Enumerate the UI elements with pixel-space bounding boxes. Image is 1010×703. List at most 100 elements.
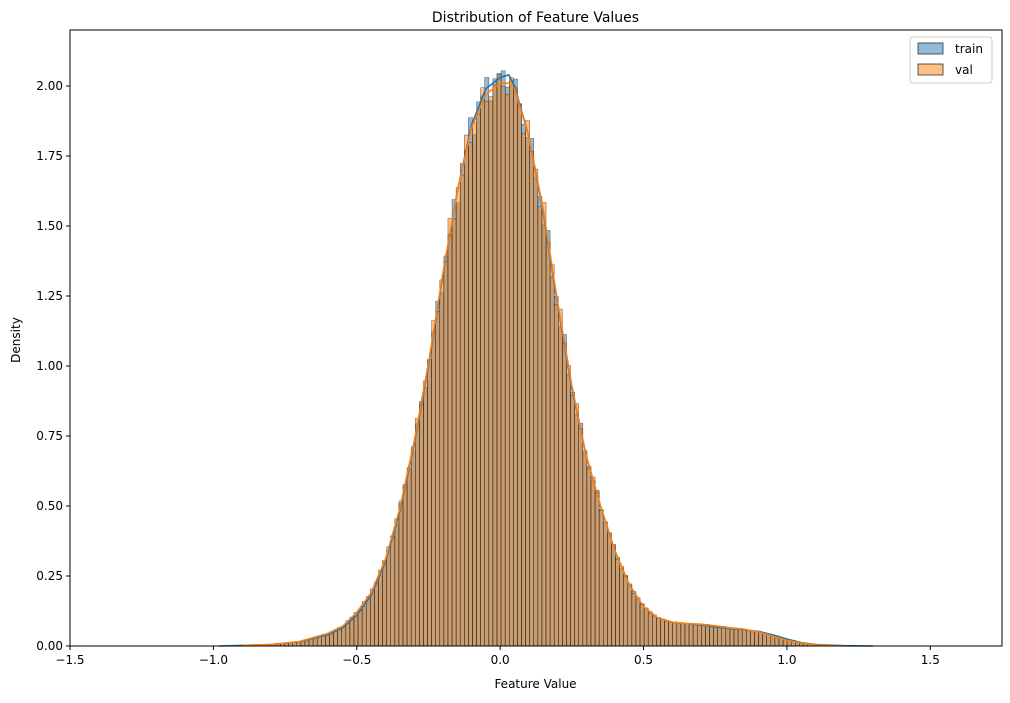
legend-label-val: val: [955, 63, 973, 77]
hist-bar-val: [754, 631, 758, 646]
hist-bar-val: [432, 321, 436, 646]
hist-bar-val: [660, 619, 664, 646]
hist-bar-val: [522, 133, 526, 646]
x-tick-label: 1.0: [777, 653, 796, 667]
hist-bar-val: [648, 613, 652, 646]
legend-swatch-val: [918, 64, 943, 75]
y-tick-label: 0.75: [36, 429, 63, 443]
hist-bar-val: [505, 94, 509, 646]
hist-bar-val: [665, 621, 669, 646]
hist-bar-val: [673, 622, 677, 646]
y-tick-label: 1.25: [36, 289, 63, 303]
hist-bar-val: [497, 75, 501, 646]
hist-bar-val: [656, 618, 660, 646]
hist-bar-val: [452, 219, 456, 646]
hist-bar-val: [374, 582, 378, 646]
hist-bar-val: [477, 114, 481, 646]
hist-bar-val: [611, 545, 615, 646]
hist-bar-val: [697, 624, 701, 646]
hist-bar-val: [620, 566, 624, 646]
hist-bar-val: [370, 589, 374, 646]
hist-bar-val: [677, 623, 681, 646]
y-axis-label: Density: [9, 317, 23, 363]
hist-bar-val: [517, 105, 521, 646]
hist-bar-val: [554, 304, 558, 646]
hist-bar-val: [693, 624, 697, 646]
hist-bar-val: [468, 143, 472, 646]
hist-bar-val: [378, 570, 382, 646]
hist-bar-val: [689, 623, 693, 646]
hist-bar-val: [669, 622, 673, 646]
hist-bar-val: [603, 522, 607, 646]
hist-bar-val: [566, 366, 570, 647]
hist-bar-val: [383, 560, 387, 646]
hist-bar-val: [391, 536, 395, 646]
hist-bar-val: [456, 188, 460, 646]
series-val-bars: [244, 75, 841, 646]
hist-bar-val: [595, 492, 599, 646]
legend: train val: [910, 37, 992, 83]
hist-bar-val: [444, 261, 448, 646]
hist-bar-val: [493, 85, 497, 646]
hist-bar-val: [726, 628, 730, 646]
hist-bar-val: [759, 633, 763, 646]
hist-bar-val: [750, 631, 754, 646]
hist-bar-val: [632, 593, 636, 646]
hist-bar-val: [530, 151, 534, 646]
hist-bar-val: [464, 135, 468, 646]
hist-bar-val: [407, 467, 411, 646]
hist-bar-val: [607, 533, 611, 646]
hist-bar-val: [509, 78, 513, 646]
hist-bar-val: [534, 169, 538, 646]
hist-bar-val: [746, 630, 750, 646]
hist-bar-val: [460, 175, 464, 646]
hist-bar-val: [710, 626, 714, 646]
y-tick-label: 2.00: [36, 79, 63, 93]
x-tick-label: 1.5: [921, 653, 940, 667]
hist-bar-val: [685, 624, 689, 646]
hist-bar-val: [538, 207, 542, 646]
y-tick-label: 0.00: [36, 639, 63, 653]
hist-bar-val: [423, 381, 427, 646]
hist-bar-val: [636, 598, 640, 646]
hist-bar-val: [411, 447, 415, 646]
hist-bar-val: [742, 630, 746, 646]
y-tick-label: 1.75: [36, 149, 63, 163]
hist-bar-val: [550, 265, 554, 646]
y-tick-label: 0.25: [36, 569, 63, 583]
hist-bar-val: [652, 615, 656, 646]
hist-bar-val: [562, 343, 566, 646]
hist-bar-val: [387, 547, 391, 646]
hist-bar-val: [481, 88, 485, 646]
hist-bar-val: [399, 501, 403, 646]
hist-bar-val: [546, 242, 550, 646]
y-tick-label: 1.50: [36, 219, 63, 233]
y-tick-label: 1.00: [36, 359, 63, 373]
chart-title: Distribution of Feature Values: [432, 10, 639, 26]
hist-bar-val: [485, 101, 489, 646]
bars-layer: [223, 71, 856, 646]
hist-bar-val: [681, 624, 685, 646]
hist-bar-val: [640, 605, 644, 646]
hist-bar-val: [489, 97, 493, 646]
hist-bar-val: [730, 628, 734, 646]
x-tick-label: 0.0: [491, 653, 510, 667]
hist-bar-val: [616, 559, 620, 646]
hist-bar-val: [767, 635, 771, 646]
hist-bar-val: [587, 468, 591, 646]
hist-bar-val: [395, 519, 399, 646]
hist-bar-val: [403, 484, 407, 646]
hist-bar-val: [718, 627, 722, 646]
x-tick-label: 0.5: [634, 653, 653, 667]
hist-bar-val: [513, 88, 517, 646]
x-tick-label: −0.5: [342, 653, 371, 667]
hist-bar-val: [583, 450, 587, 646]
hist-bar-val: [415, 419, 419, 647]
hist-bar-val: [542, 203, 546, 646]
hist-bar-val: [628, 584, 632, 646]
hist-bar-val: [738, 628, 742, 646]
hist-bar-val: [734, 629, 738, 646]
hist-bar-val: [501, 87, 505, 646]
